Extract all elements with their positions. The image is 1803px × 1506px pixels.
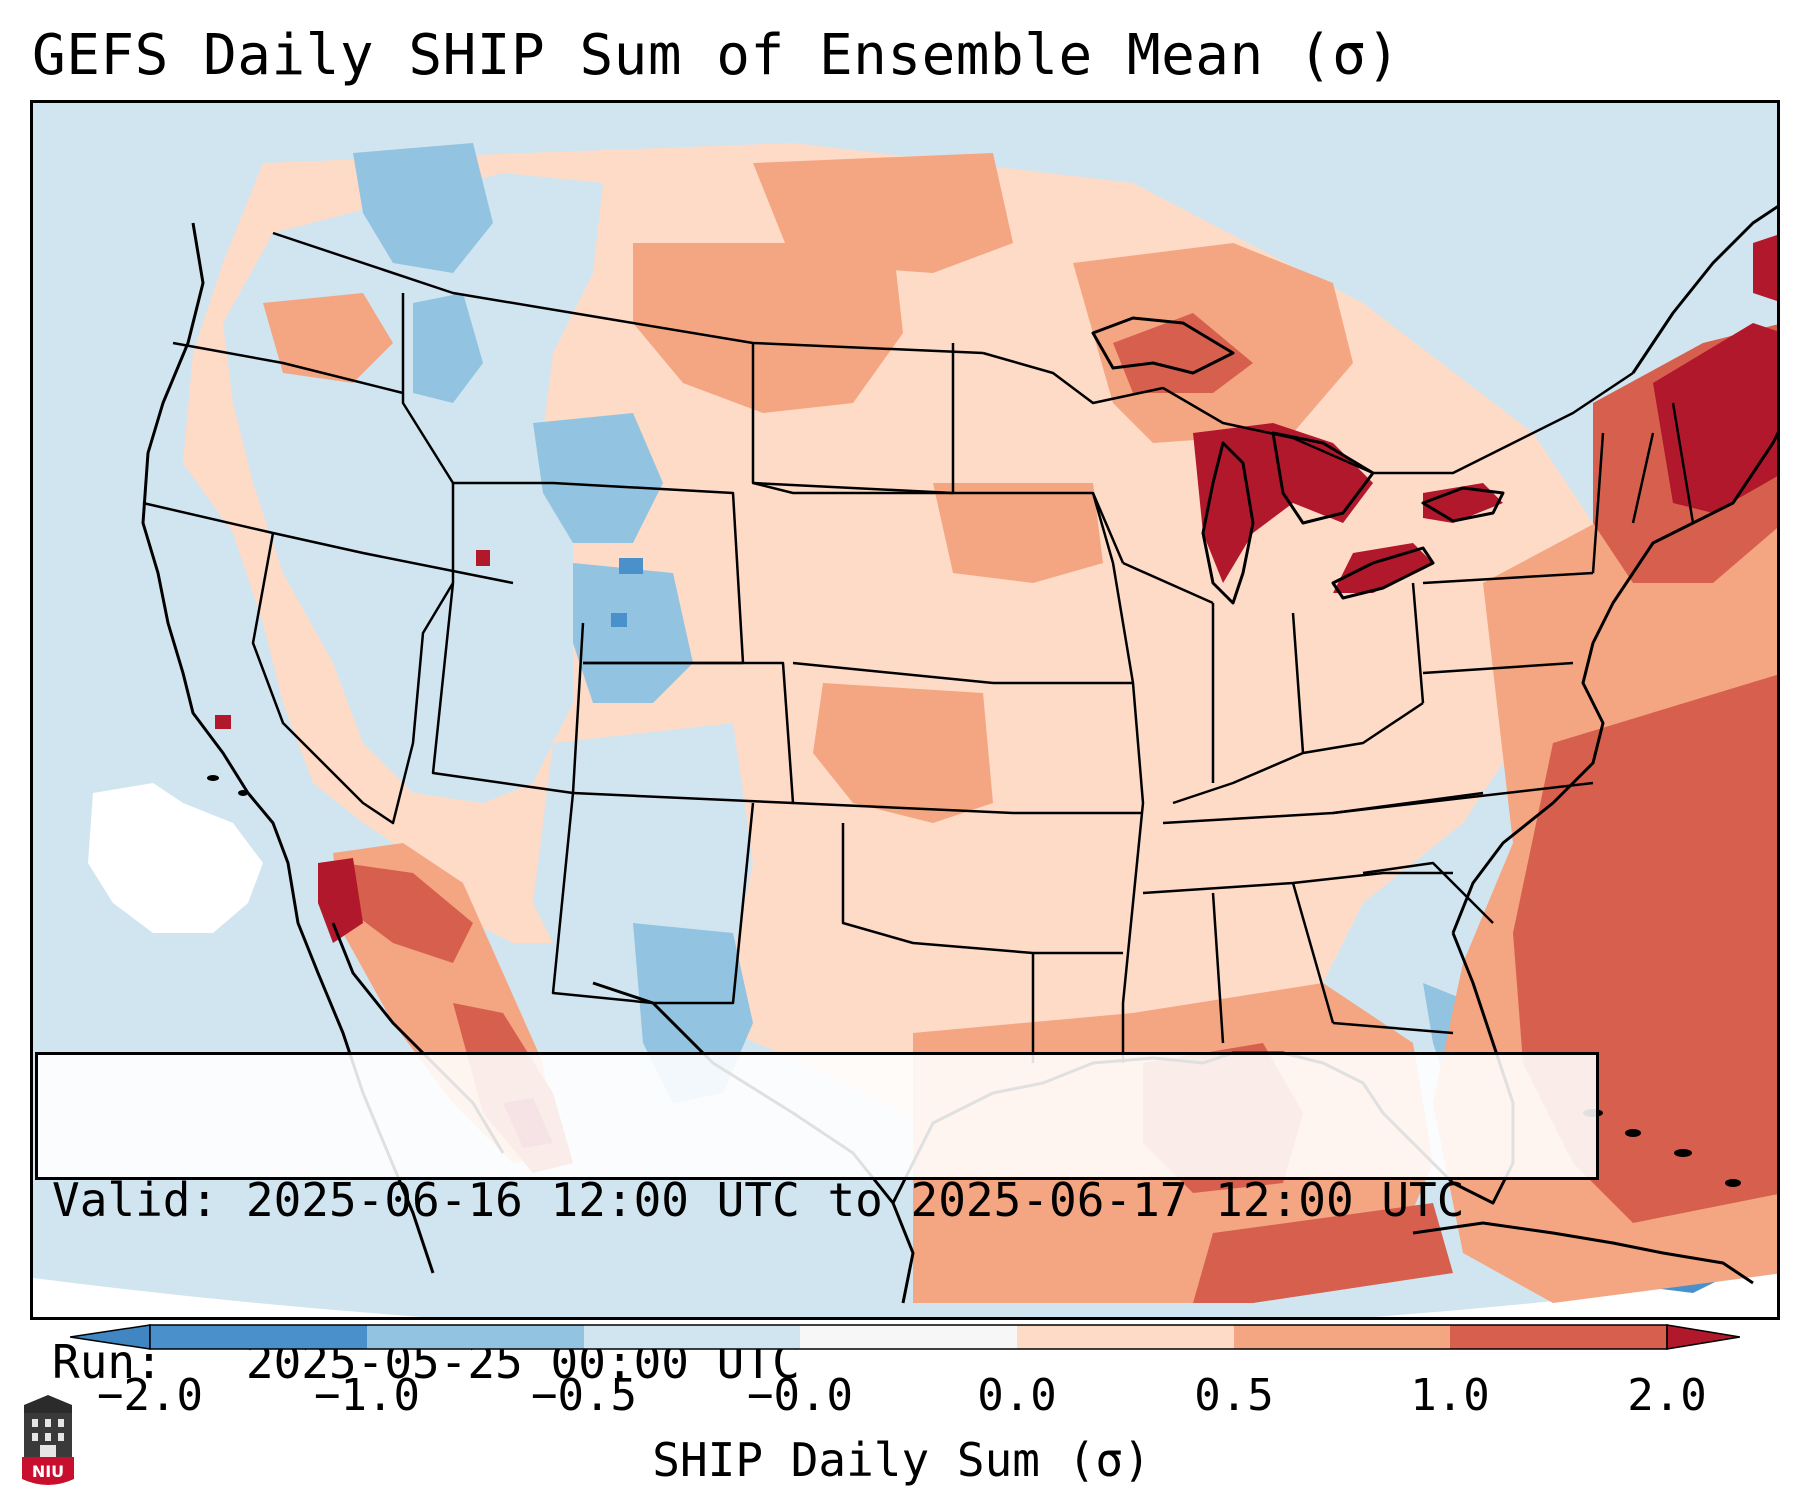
tn-south-border: [1142, 871, 1453, 895]
canada-border-west: [272, 231, 984, 355]
canada-border-east: [982, 351, 1634, 475]
colorado-strong-blue-b: [611, 613, 627, 627]
west-medium-blue-3: [533, 413, 663, 543]
colorbar-tick-label: −1.0: [314, 1370, 420, 1421]
iowa-medium-red: [933, 483, 1103, 583]
logo-shield: [22, 1457, 74, 1485]
va-nc-border: [1332, 781, 1594, 815]
channel-island-1: [207, 775, 219, 781]
logo-tower-windows: [32, 1419, 64, 1457]
valid-row: Valid: 2025-06-16 12:00 UTC to 2025-06-1…: [52, 1173, 1582, 1227]
colorbar-bin-5: [1017, 1325, 1234, 1349]
in-oh-border: [1291, 612, 1305, 754]
carolinas-border: [1362, 861, 1494, 924]
colorbar-tick-label: 0.0: [977, 1370, 1057, 1421]
sd-ne-border: [752, 481, 954, 495]
al-ga-border: [1291, 882, 1335, 1024]
colorbar-label: SHIP Daily Sum (σ): [652, 1433, 1151, 1487]
texas-coast-strong-red: [1193, 1203, 1453, 1303]
colorbar-outline: [149, 1324, 1668, 1350]
great-lakes-dark-red: [1193, 423, 1373, 583]
nevada-outline: [251, 532, 455, 825]
canada-east-coast: [1631, 205, 1777, 374]
colorado-strong-blue-a: [619, 558, 643, 574]
pnw-medium-red: [263, 293, 393, 383]
ok-tx-border: [841, 823, 1034, 955]
colorbar-tick-label: 2.0: [1627, 1370, 1707, 1421]
colorbar-tick-label: 0.5: [1194, 1370, 1274, 1421]
nm-border: [653, 802, 755, 1005]
colorbar: [70, 1324, 1740, 1350]
ms-al-border: [1211, 892, 1225, 1044]
desert-strong-red: [343, 863, 473, 963]
colorbar-bin-2: [367, 1325, 584, 1349]
plains-medium-red: [633, 243, 903, 413]
lake-erie: [1331, 546, 1435, 600]
colorbar-ticks: −2.0 −1.0 −0.5 −0.0 0.0 0.5 1.0 2.0: [0, 1370, 1803, 1430]
bahamas-island-3: [1674, 1149, 1692, 1157]
cuba-outline: [1412, 1221, 1754, 1285]
channel-island-2: [238, 790, 248, 796]
bahamas-island-4: [1725, 1179, 1741, 1187]
lake-ontario-dark-red: [1423, 483, 1503, 523]
maine-dark-red: [1753, 235, 1777, 301]
colorbar-bin-3: [584, 1325, 800, 1349]
socal-dark-red-dot: [215, 715, 231, 729]
pacific-white-patch: [88, 783, 263, 933]
new-england-borders: [1591, 402, 1695, 574]
pa-south-border: [1422, 661, 1574, 675]
logo-tower-roof: [24, 1395, 72, 1413]
run-row: Run: 2025-05-25 00:00 UTC: [52, 1335, 1582, 1389]
colorbar-tick-label: −2.0: [97, 1370, 203, 1421]
valid-label: Valid:: [52, 1173, 219, 1227]
socal-dark-red: [318, 858, 363, 943]
chart-title: GEFS Daily SHIP Sum of Ensemble Mean (σ): [32, 23, 1401, 88]
ks-ok-border: [792, 801, 1014, 815]
north-dakota-medium-red: [753, 153, 1013, 273]
dakotas-border: [751, 343, 955, 495]
colorbar-tick-label: −0.0: [747, 1370, 853, 1421]
colorbar-bin-6: [1234, 1325, 1450, 1349]
ne-ks-border: [792, 661, 994, 685]
logo-text: NIU: [32, 1462, 64, 1481]
west-medium-blue-4: [573, 563, 693, 703]
utah-dark-red-dot: [476, 550, 490, 566]
ga-fl-border: [1332, 1021, 1454, 1035]
oh-pa-border: [1411, 582, 1425, 704]
colorado-border: [572, 661, 795, 805]
colorbar-extend-high: [1666, 1324, 1740, 1350]
oklahoma-medium-red: [813, 683, 993, 823]
lake-erie-dark-red: [1333, 543, 1433, 593]
niu-logo: NIU: [22, 1395, 74, 1485]
colorbar-bin-4: [800, 1325, 1017, 1349]
superior-strong-red: [1113, 313, 1253, 393]
mississippi-river: [1091, 492, 1145, 1063]
lake-huron: [1271, 431, 1375, 525]
west-medium-blue-2: [413, 293, 483, 403]
wa-or-border: [172, 341, 404, 395]
state-borders: [142, 231, 1695, 1063]
ohio-river: [1172, 701, 1424, 805]
lake-ontario: [1421, 486, 1505, 523]
valid-value: 2025-06-16 12:00 UTC to 2025-06-17 12:00…: [245, 1173, 1465, 1227]
colorbar-extend-low: [70, 1324, 151, 1350]
colorbar-bin-1: [150, 1325, 367, 1349]
west-medium-blue-1: [353, 143, 493, 273]
or-ca-border: [142, 501, 514, 585]
bahamas-island-2: [1625, 1129, 1641, 1137]
east-coastline: [1451, 431, 1777, 934]
utah-border: [431, 582, 585, 795]
pa-ny-border: [1422, 571, 1594, 585]
colorbar-tick-label: 1.0: [1410, 1370, 1490, 1421]
wi-il-border: [1122, 561, 1214, 605]
colorbar-tick-label: −0.5: [531, 1370, 637, 1421]
idaho-east-border: [401, 293, 455, 583]
valid-run-info-box: Valid: 2025-06-16 12:00 UTC to 2025-06-1…: [35, 1052, 1599, 1389]
colorbar-bin-7: [1450, 1325, 1667, 1349]
lake-superior: [1091, 316, 1235, 375]
az-nm-border: [551, 792, 654, 1005]
lake-michigan: [1201, 441, 1255, 605]
